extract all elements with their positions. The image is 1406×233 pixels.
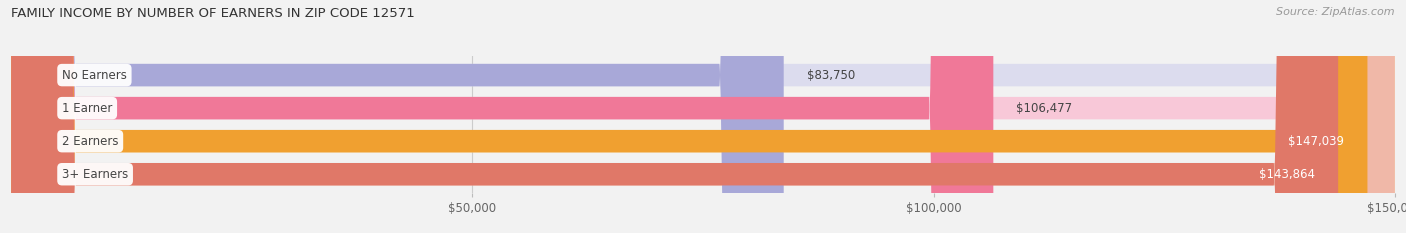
Text: Source: ZipAtlas.com: Source: ZipAtlas.com bbox=[1277, 7, 1395, 17]
FancyBboxPatch shape bbox=[11, 0, 993, 233]
Text: $143,864: $143,864 bbox=[1260, 168, 1315, 181]
FancyBboxPatch shape bbox=[11, 0, 1368, 233]
Text: 3+ Earners: 3+ Earners bbox=[62, 168, 128, 181]
FancyBboxPatch shape bbox=[11, 0, 1395, 233]
FancyBboxPatch shape bbox=[11, 0, 783, 233]
FancyBboxPatch shape bbox=[11, 0, 1339, 233]
FancyBboxPatch shape bbox=[11, 0, 1395, 233]
Text: No Earners: No Earners bbox=[62, 69, 127, 82]
FancyBboxPatch shape bbox=[11, 0, 1395, 233]
Text: $106,477: $106,477 bbox=[1017, 102, 1073, 115]
Text: FAMILY INCOME BY NUMBER OF EARNERS IN ZIP CODE 12571: FAMILY INCOME BY NUMBER OF EARNERS IN ZI… bbox=[11, 7, 415, 20]
Text: $147,039: $147,039 bbox=[1288, 135, 1344, 148]
Text: 2 Earners: 2 Earners bbox=[62, 135, 118, 148]
Text: $83,750: $83,750 bbox=[807, 69, 855, 82]
Text: 1 Earner: 1 Earner bbox=[62, 102, 112, 115]
FancyBboxPatch shape bbox=[11, 0, 1395, 233]
